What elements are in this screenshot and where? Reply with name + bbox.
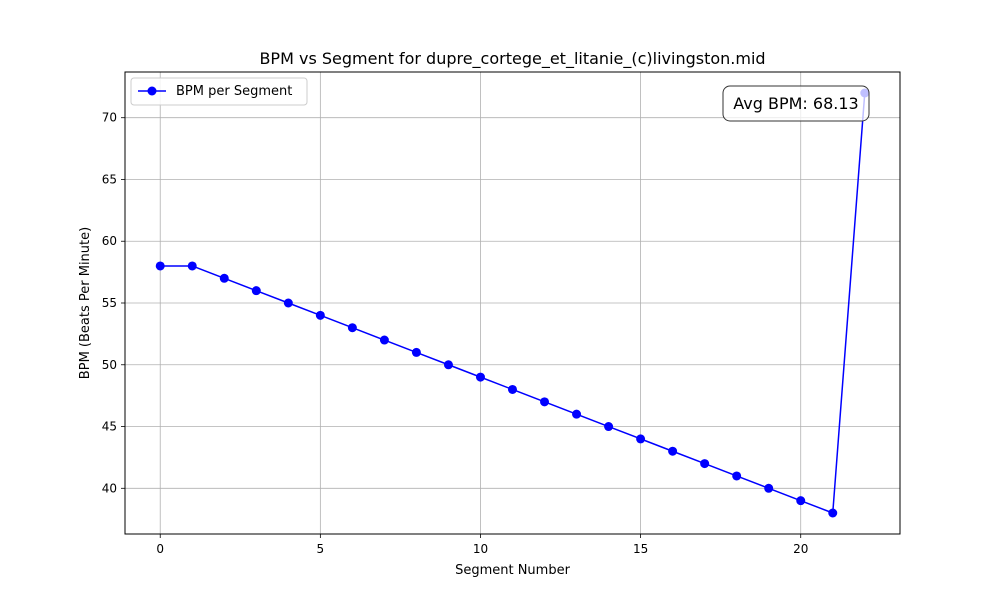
data-point [732,471,742,481]
x-axis-label: Segment Number [455,563,571,578]
avg-bpm-box [722,85,870,122]
y-tick-label: 65 [102,172,117,186]
data-point [636,434,646,444]
y-axis-label: BPM (Beats Per Minute) [78,227,93,379]
y-tick-label: 45 [102,420,117,434]
y-axis-ticks: 40 45 50 55 60 65 70 [102,111,125,495]
data-point [251,286,261,296]
grid [125,72,900,534]
data-point [572,409,582,419]
data-point [540,397,550,407]
avg-bpm-text: Avg BPM: 68.13 [733,94,858,113]
x-tick-label: 5 [317,542,325,556]
data-point [155,261,165,271]
y-tick-label: 50 [102,358,117,372]
data-point [187,261,197,271]
data-point [347,323,357,333]
data-point [443,360,453,370]
x-axis-ticks: 0 5 10 15 20 [156,534,808,556]
data-point [700,459,710,469]
data-point [411,347,421,357]
data-point [668,446,678,456]
plot-area-frame [124,71,901,535]
data-point [379,335,389,345]
legend-marker-swatch [147,86,157,96]
x-tick-label: 0 [156,542,164,556]
data-point [219,273,229,283]
x-tick-label: 15 [633,542,648,556]
data-point [796,496,806,506]
x-tick-label: 20 [793,542,808,556]
x-tick-label: 10 [473,542,488,556]
data-point [604,422,614,432]
avg-bpm-annotation: Avg BPM: 68.13 [722,85,870,122]
legend-label: BPM per Segment [176,84,292,99]
chart-title: BPM vs Segment for dupre_cortege_et_lita… [259,49,765,69]
y-tick-label: 70 [102,111,117,125]
y-tick-label: 60 [102,234,117,248]
y-tick-label: 55 [102,296,117,310]
data-point [508,384,517,394]
data-point [764,483,774,493]
data-point [315,310,325,320]
y-tick-label: 40 [102,481,117,495]
data-point [475,372,485,382]
legend-frame [130,77,308,106]
data-point [828,508,838,518]
legend: BPM per Segment [130,77,308,106]
data-point [283,298,293,308]
